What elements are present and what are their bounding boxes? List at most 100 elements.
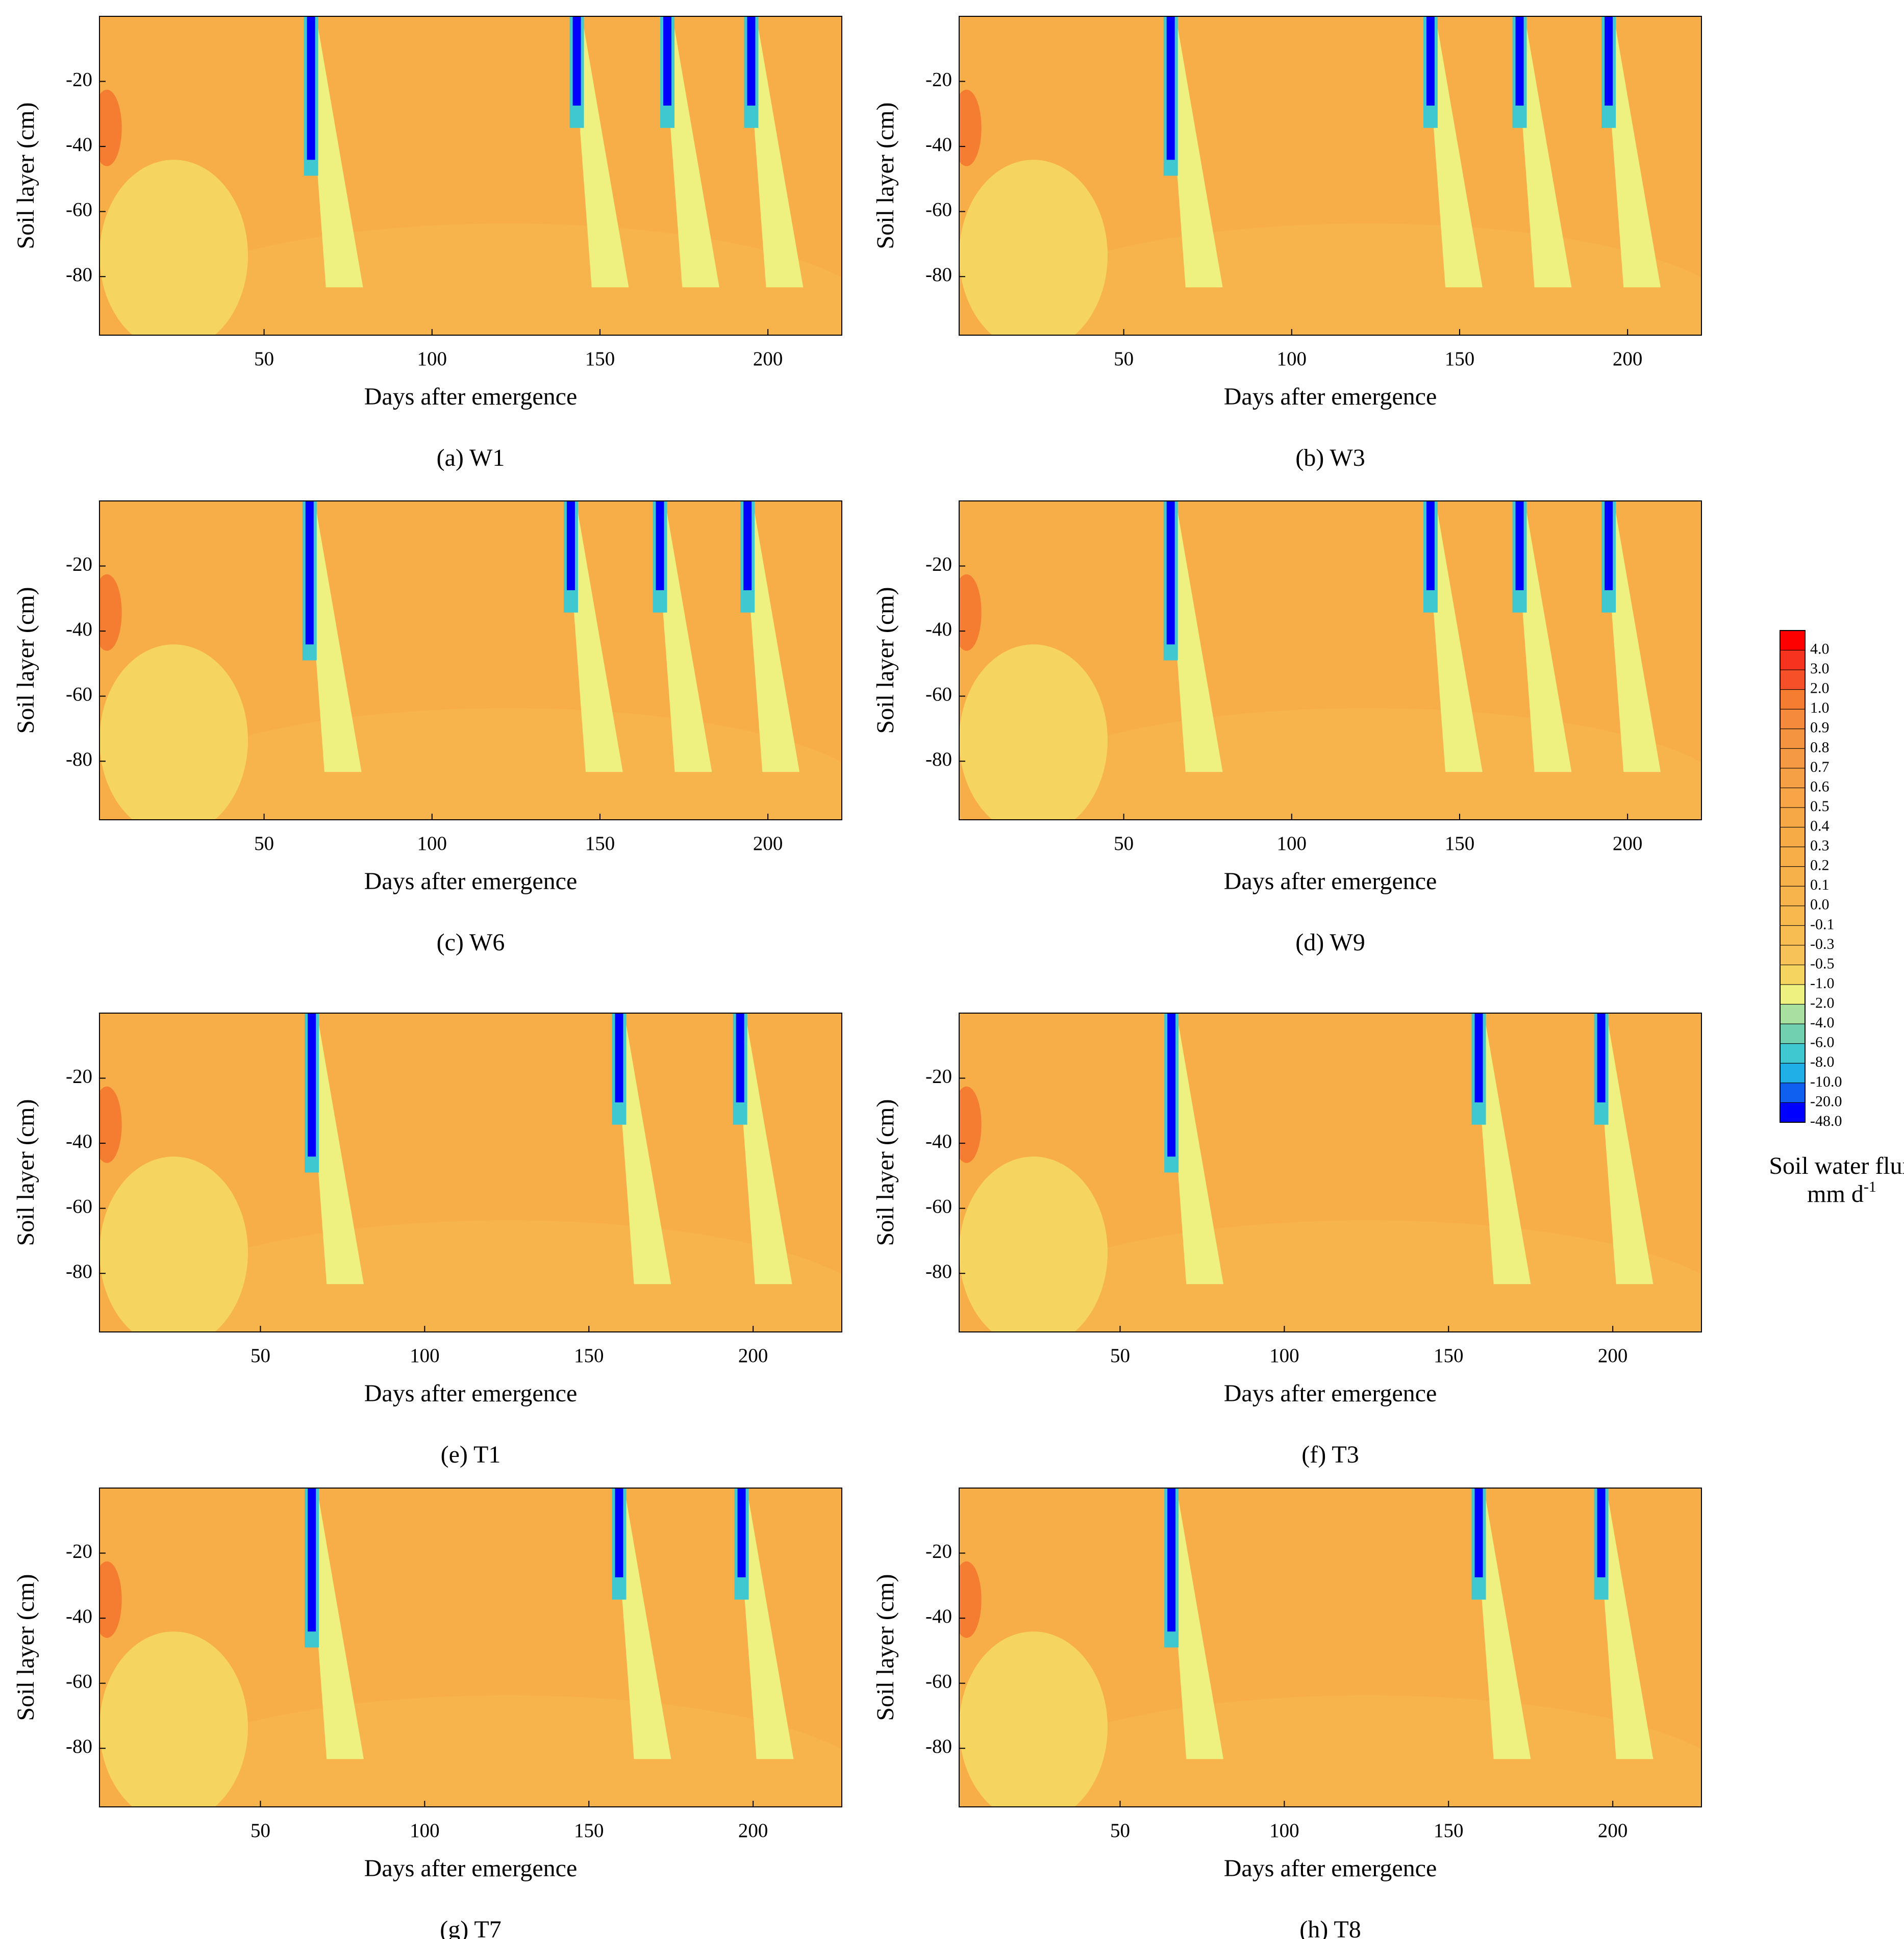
- x-tick-label: 200: [1613, 833, 1643, 854]
- x-axis-title: Days after emergence: [364, 1855, 578, 1882]
- colorbar-cell: [1780, 1102, 1806, 1123]
- y-tick-label: -40: [925, 1605, 952, 1627]
- field-plume: [1425, 501, 1483, 772]
- field-core: [308, 1488, 316, 1632]
- panel: 50 100 150 200 -20 -40 -60 -80 Days after emerge…: [872, 1488, 1702, 1939]
- y-tick-label: -60: [925, 1671, 952, 1693]
- y-tick-label: -40: [925, 134, 952, 156]
- y-tick-label: -80: [925, 748, 952, 770]
- field-plume: [662, 16, 719, 288]
- colorbar-unit: mm d-1: [1807, 1178, 1876, 1207]
- field-core: [1426, 16, 1435, 106]
- colorbar-cell: [1780, 748, 1806, 769]
- unit-exponent: -1: [1864, 1178, 1876, 1195]
- x-tick-label: 50: [250, 1345, 270, 1367]
- field-region: [959, 89, 982, 166]
- field: [99, 1488, 842, 1807]
- plot-frame: [99, 500, 842, 820]
- field-plume: [304, 501, 362, 772]
- x-tick-label: 50: [1110, 1345, 1130, 1367]
- colorbar-label: -0.1: [1810, 916, 1835, 933]
- colorbar-cell: [1780, 1082, 1806, 1103]
- colorbar-cell: [1780, 827, 1806, 847]
- panel-title: (b) W3: [1295, 444, 1365, 471]
- x-tick-label: 50: [254, 348, 274, 370]
- y-tick-label: -60: [925, 1196, 952, 1218]
- y-axis-title: Soil layer (cm): [872, 587, 899, 734]
- colorbar-label: 0.4: [1810, 817, 1830, 834]
- colorbar-cell: [1780, 886, 1806, 906]
- y-tick-label: -80: [925, 1735, 952, 1757]
- x-tick-label: 200: [1613, 348, 1643, 370]
- y-tick-label: -80: [925, 264, 952, 286]
- x-tick-label: 150: [1445, 348, 1475, 370]
- x-tick-label: 100: [417, 348, 447, 370]
- field-core: [308, 1013, 316, 1157]
- panel-title: (f) T3: [1301, 1441, 1359, 1468]
- colorbar-cell: [1780, 689, 1806, 710]
- field-region: [99, 1086, 122, 1163]
- y-axis-title: Soil layer (cm): [12, 103, 39, 249]
- x-tick-label: 100: [1277, 348, 1307, 370]
- plot-frame: [959, 1013, 1702, 1332]
- field-plume: [307, 1488, 364, 1759]
- x-axis-title: Days after emergence: [364, 868, 578, 895]
- field-region: [99, 160, 248, 335]
- panel-title: (c) W6: [437, 929, 505, 956]
- field: [959, 501, 1701, 820]
- y-tick-label: -80: [66, 1735, 92, 1757]
- field-core: [572, 16, 581, 106]
- field-core: [1426, 501, 1435, 590]
- y-tick-label: -40: [66, 1130, 92, 1152]
- colorbar-cell: [1780, 945, 1806, 966]
- field-plume: [655, 501, 712, 772]
- colorbar-cell: [1780, 807, 1806, 828]
- field-region: [136, 223, 842, 335]
- colorbar-cell: [1780, 925, 1806, 946]
- colorbar-cell: [1780, 866, 1806, 887]
- x-axis-title: Days after emergence: [1224, 1380, 1437, 1407]
- field-core: [747, 16, 756, 106]
- x-tick-label: 100: [410, 1820, 440, 1842]
- plot-frame: [99, 16, 842, 336]
- x-tick-label: 200: [753, 833, 783, 854]
- colorbar-cell: [1780, 787, 1806, 808]
- x-tick-label: 200: [1598, 1820, 1628, 1842]
- y-tick-label: -40: [66, 618, 92, 640]
- x-tick-label: 50: [1114, 833, 1134, 854]
- panel-title: (d) W9: [1295, 929, 1365, 956]
- field-region: [99, 1631, 248, 1807]
- field: [959, 1488, 1701, 1807]
- field-plume: [735, 1013, 792, 1285]
- field-plume: [1425, 16, 1483, 288]
- colorbar-cell: [1780, 650, 1806, 670]
- field-plume: [1165, 501, 1223, 772]
- y-tick-label: -40: [66, 134, 92, 156]
- colorbar-label: 4.0: [1810, 640, 1830, 657]
- plot-frame: [99, 1013, 842, 1332]
- field-core: [1166, 16, 1175, 160]
- field-core: [1474, 1488, 1483, 1577]
- y-tick-label: -60: [925, 684, 952, 706]
- colorbar-frame: [1780, 630, 1806, 1123]
- field: [99, 1013, 842, 1332]
- x-tick-label: 100: [1269, 1820, 1299, 1842]
- plot-frame: [959, 500, 1702, 820]
- y-tick-label: -80: [66, 1261, 92, 1282]
- field-region: [99, 644, 248, 820]
- field-region: [99, 89, 122, 166]
- y-tick-label: -80: [66, 748, 92, 770]
- y-tick-label: -60: [66, 199, 92, 221]
- field-region: [959, 574, 982, 651]
- colorbar-label: 0.8: [1810, 739, 1830, 756]
- colorbar-cell: [1780, 728, 1806, 749]
- colorbar-label: -8.0: [1810, 1053, 1835, 1070]
- x-tick-label: 150: [1434, 1820, 1464, 1842]
- colorbar-label: 0.2: [1810, 857, 1830, 874]
- x-axis-title: Days after emergence: [1224, 868, 1437, 895]
- y-axis-title: Soil layer (cm): [872, 1574, 899, 1721]
- colorbar-label: 0.0: [1810, 896, 1830, 913]
- colorbar-cell: [1780, 709, 1806, 729]
- y-tick-label: -60: [66, 684, 92, 706]
- field-core: [307, 16, 315, 160]
